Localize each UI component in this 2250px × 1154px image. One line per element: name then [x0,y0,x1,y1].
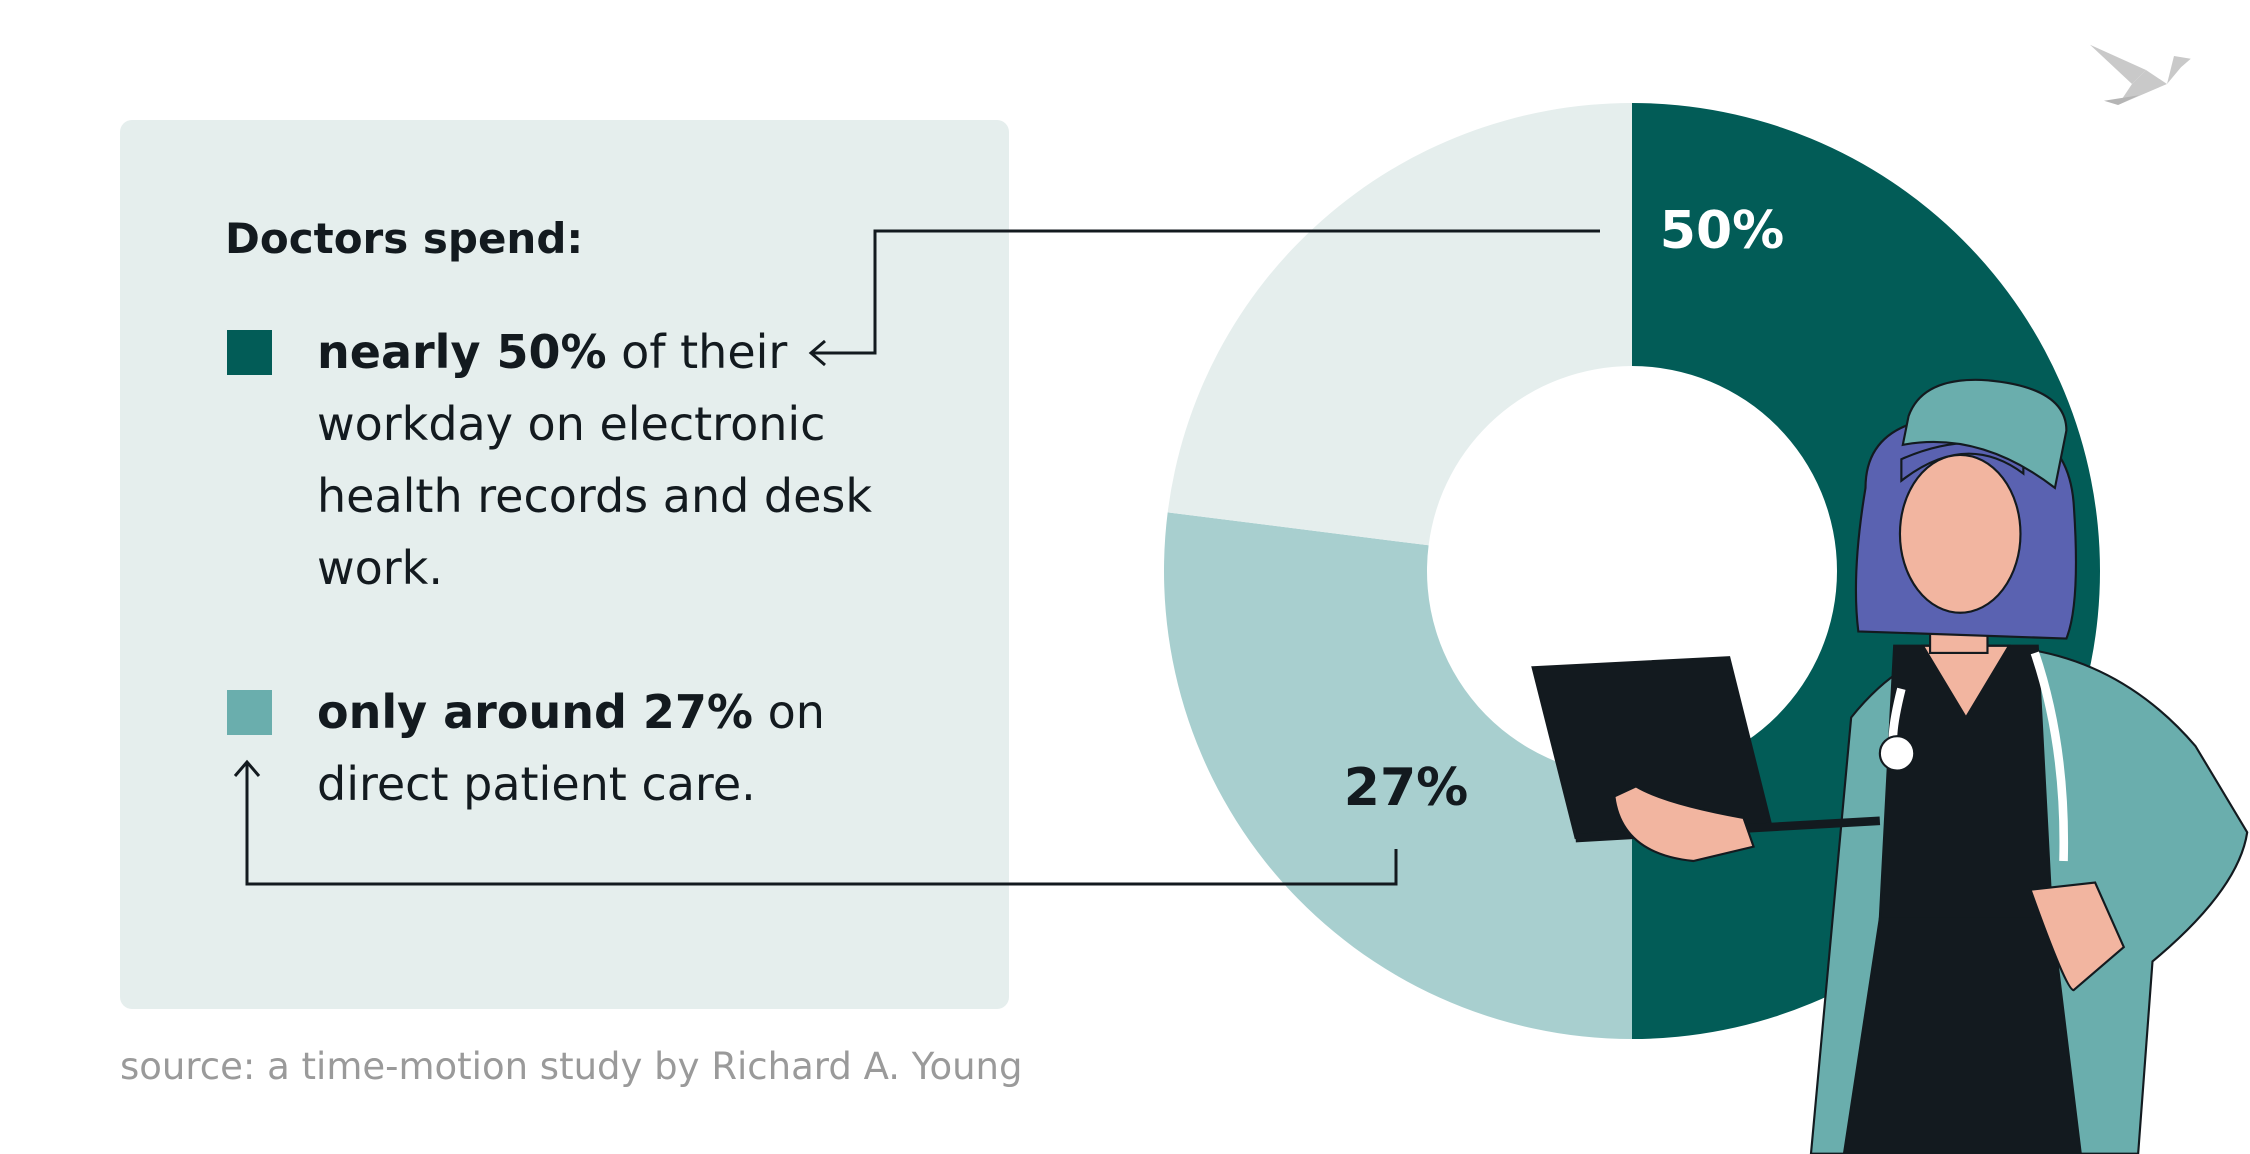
legend-item: nearly 50% of their workday on electroni… [317,316,877,604]
logo [2090,44,2191,105]
legend-bold: only around 27% [317,685,753,739]
connectors [233,229,1600,886]
legend-bold: nearly 50% [317,325,607,379]
legend-text: on direct patient care. [317,685,825,811]
arrowhead [808,339,826,367]
legend-item: only around 27% on direct patient care. [317,676,877,820]
legend-swatch [227,330,272,375]
source-note: source: a time-motion study by Richard A… [120,1045,1023,1088]
legend-panel [120,120,1009,1009]
donut-slice [1163,512,1632,1039]
arrowhead [233,759,261,777]
connector [811,229,1600,355]
legend-swatch [227,690,272,735]
value-label: 50% [1660,201,1784,261]
doctor-illustration [1531,378,2249,1154]
legend-text: of their workday on electronic health re… [317,325,873,595]
donut-slice [1167,103,1632,546]
connector [245,762,1398,886]
legend-title: Doctors spend: [225,214,584,263]
value-labels: 50% 27% [1344,201,1784,818]
value-label: 27% [1344,758,1468,818]
